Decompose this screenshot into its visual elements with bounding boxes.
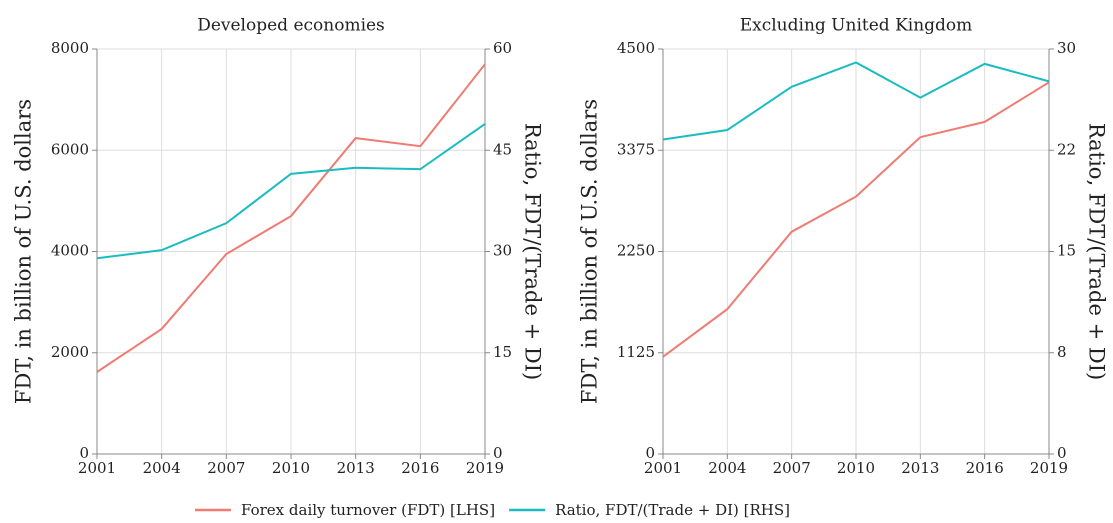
y2-tick-label: 60 bbox=[493, 39, 512, 57]
y-tick-label: 1125 bbox=[617, 343, 655, 361]
x-tick-label: 2010 bbox=[837, 459, 875, 477]
y2-tick-label: 0 bbox=[493, 444, 503, 462]
y2-tick-label: 8 bbox=[1057, 343, 1067, 361]
y2-axis-label: Ratio, FDT/(Trade + DI) bbox=[521, 123, 545, 380]
legend-label: Forex daily turnover (FDT) [LHS] bbox=[241, 501, 495, 519]
x-tick-label: 2004 bbox=[708, 459, 746, 477]
y-tick-label: 4500 bbox=[617, 39, 655, 57]
y2-tick-label: 30 bbox=[1057, 39, 1076, 57]
data-line bbox=[96, 123, 486, 260]
y2-tick-label: 45 bbox=[493, 140, 512, 158]
y2-axis-label: Ratio, FDT/(Trade + DI) bbox=[1085, 123, 1109, 380]
x-tick-label: 2013 bbox=[901, 459, 939, 477]
x-tick-label: 2013 bbox=[337, 459, 375, 477]
x-tick-label: 2007 bbox=[207, 459, 245, 477]
y-tick-label: 6000 bbox=[51, 140, 89, 158]
y2-tick-label: 30 bbox=[493, 242, 512, 260]
chart-title: Excluding United Kingdom bbox=[740, 16, 973, 36]
x-tick-label: 2001 bbox=[644, 459, 682, 477]
y2-tick-label: 15 bbox=[493, 343, 512, 361]
data-line bbox=[662, 81, 1050, 358]
y-tick-label: 2000 bbox=[51, 343, 89, 361]
x-tick-label: 2016 bbox=[966, 459, 1004, 477]
y-tick-label: 3375 bbox=[617, 140, 655, 158]
y-tick-label: 0 bbox=[79, 444, 89, 462]
legend-label: Ratio, FDT/(Trade + DI) [RHS] bbox=[555, 501, 790, 519]
y-tick-label: 2250 bbox=[617, 242, 655, 260]
x-tick-label: 2004 bbox=[143, 459, 181, 477]
chart-title: Developed economies bbox=[197, 16, 385, 36]
data-line bbox=[662, 61, 1050, 141]
y-tick-label: 4000 bbox=[51, 242, 89, 260]
y-tick-label: 0 bbox=[645, 444, 655, 462]
y-axis-label: FDT, in billion of U.S. dollars bbox=[578, 99, 602, 404]
x-tick-label: 2019 bbox=[1030, 459, 1068, 477]
y2-tick-label: 0 bbox=[1057, 444, 1067, 462]
x-tick-label: 2016 bbox=[401, 459, 439, 477]
y2-tick-label: 15 bbox=[1057, 242, 1076, 260]
x-tick-label: 2007 bbox=[773, 459, 811, 477]
x-tick-label: 2019 bbox=[466, 459, 504, 477]
x-tick-label: 2001 bbox=[78, 459, 116, 477]
y-tick-label: 8000 bbox=[51, 39, 89, 57]
y-axis-label: FDT, in billion of U.S. dollars bbox=[12, 99, 36, 404]
x-tick-label: 2010 bbox=[272, 459, 310, 477]
data-line bbox=[96, 63, 486, 373]
y2-tick-label: 22 bbox=[1057, 140, 1076, 158]
